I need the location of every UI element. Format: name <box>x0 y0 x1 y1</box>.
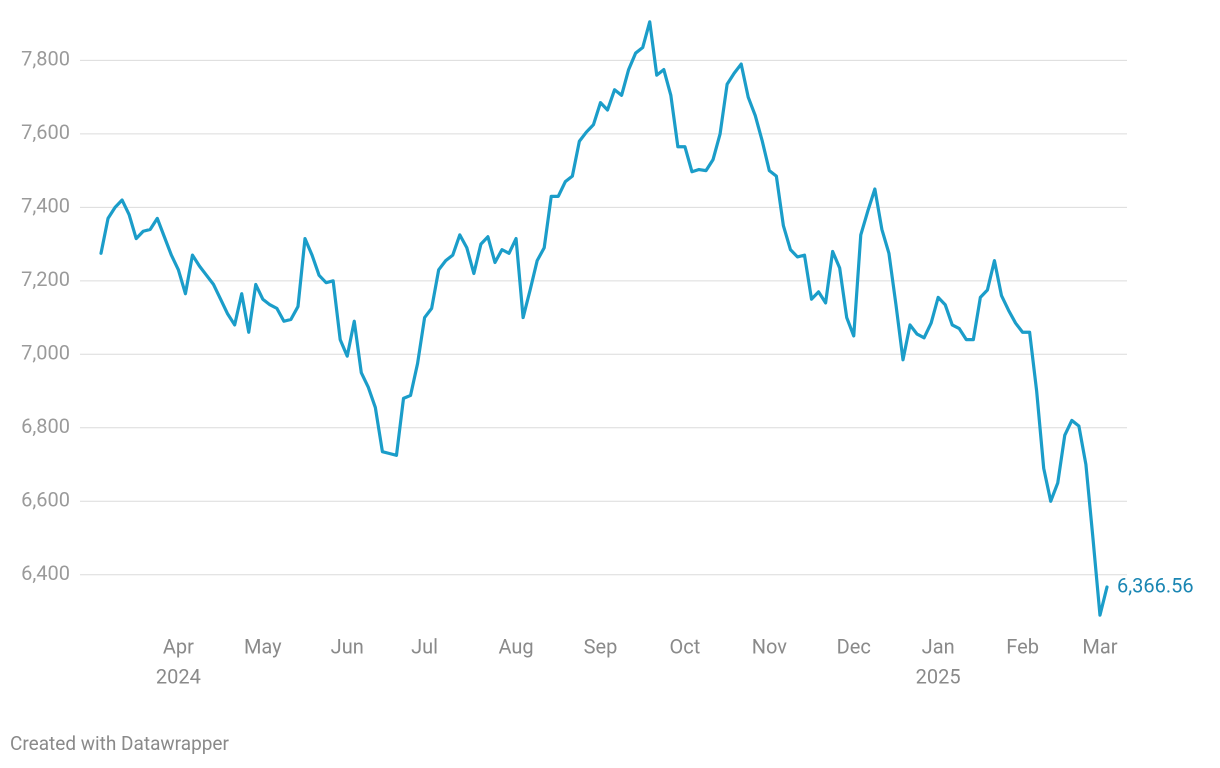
x-tick-label: Oct <box>670 634 701 658</box>
y-tick-label: 7,000 <box>21 341 70 365</box>
x-tick-label: Aug <box>498 634 533 658</box>
y-tick-label: 6,600 <box>21 488 70 512</box>
x-tick-label: Mar <box>1082 634 1117 658</box>
credit: Created with Datawrapper <box>10 732 229 755</box>
x-tick-label: Jun <box>331 634 364 658</box>
x-tick-label: May <box>244 634 282 658</box>
x-tick-label: Jan <box>922 634 955 658</box>
y-tick-label: 7,200 <box>21 267 70 291</box>
y-tick-label: 6,800 <box>21 414 70 438</box>
x-tick-label: Sep <box>584 634 618 658</box>
x-tick-label: Apr <box>163 634 194 658</box>
x-year-label: 2025 <box>916 664 961 688</box>
y-tick-label: 7,800 <box>21 47 70 71</box>
x-tick-label: Nov <box>752 634 788 658</box>
y-tick-label: 7,600 <box>21 120 70 144</box>
data-line <box>99 20 1109 617</box>
x-year-label: 2024 <box>156 664 201 688</box>
x-tick-label: Feb <box>1006 634 1039 658</box>
x-tick-label: Dec <box>837 634 871 658</box>
y-tick-label: 6,400 <box>21 561 70 585</box>
y-tick-label: 7,400 <box>21 194 70 218</box>
value-label: 6,366.56 <box>1117 573 1194 597</box>
x-tick-label: Jul <box>411 634 438 658</box>
